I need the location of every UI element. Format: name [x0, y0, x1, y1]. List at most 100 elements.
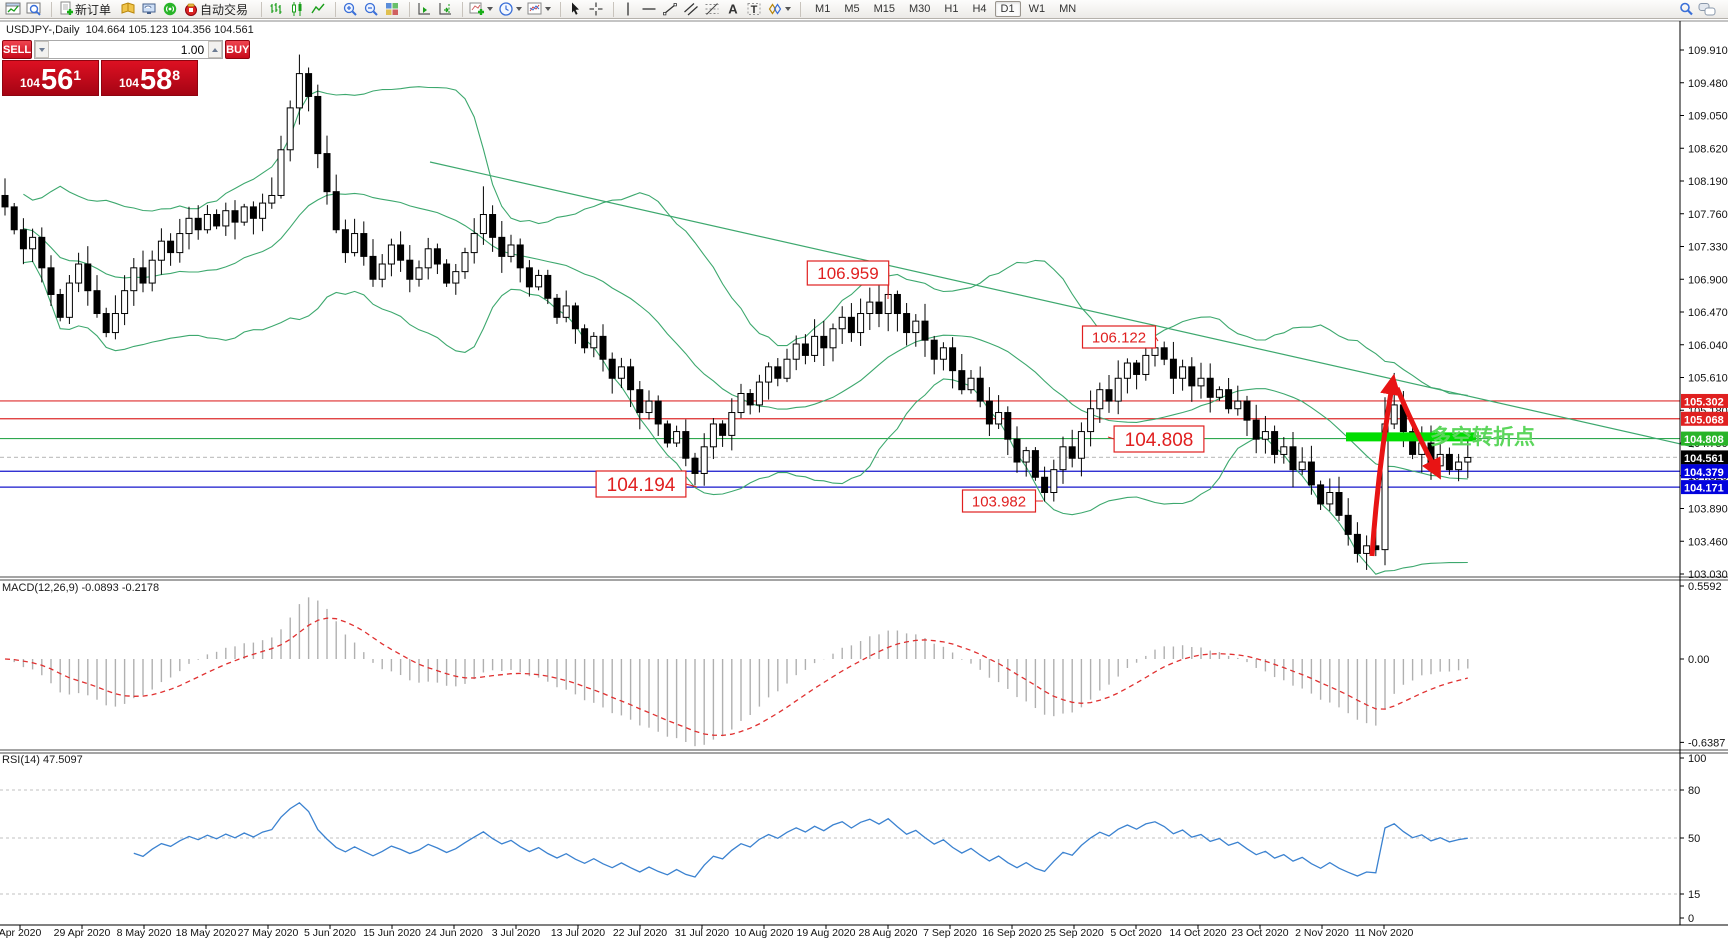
date-axis-label: 29 Apr 2020: [54, 927, 111, 938]
buy-price-point: 8: [172, 67, 181, 83]
macd-axis-label: -0.6387: [1688, 737, 1725, 749]
candle-body: [893, 293, 901, 315]
date-axis-label: 25 Sep 2020: [1044, 927, 1104, 938]
timeframe-button-M30[interactable]: M30: [909, 3, 931, 15]
descending-trendline[interactable]: [429, 161, 1695, 448]
chinese-note-text[interactable]: 多空转折点: [1430, 425, 1535, 449]
panel-splitter[interactable]: [0, 577, 1728, 580]
candle-body: [1160, 347, 1168, 360]
candle-body: [433, 248, 441, 265]
price-callout-box[interactable]: [595, 470, 687, 498]
fibonacci-tool-icon[interactable]: [702, 1, 722, 18]
volume-increase-button[interactable]: [208, 41, 223, 58]
zoom-in-icon[interactable]: [340, 1, 360, 18]
symbol-name: USDJPY-,Daily: [6, 24, 80, 36]
chart-window-icon[interactable]: [3, 1, 23, 18]
date-axis-label: 5 Oct 2020: [1110, 927, 1162, 938]
candle-chart-mode-icon[interactable]: [287, 1, 307, 18]
signal-icon[interactable]: [160, 1, 180, 18]
autotrade-button[interactable]: 自动交易: [181, 1, 254, 18]
sell-price-display[interactable]: 104 56 1: [2, 60, 99, 96]
candle-body: [295, 73, 303, 109]
callout-leader: [685, 483, 698, 488]
text-label-tool-icon[interactable]: T: [744, 1, 764, 18]
indicators-button[interactable]: [467, 1, 495, 18]
toolbar-separator: [795, 1, 802, 17]
buy-price-display[interactable]: 104 58 8: [101, 60, 198, 96]
candle-body: [1252, 419, 1260, 440]
toolbar-separator: [608, 1, 615, 17]
search-icon[interactable]: [1676, 1, 1696, 18]
candle-body: [1436, 453, 1444, 467]
toolbar-separator: [555, 1, 562, 17]
candle-body: [19, 229, 27, 250]
templates-button[interactable]: [525, 1, 553, 18]
red-down-arrow[interactable]: [1394, 387, 1441, 480]
auto-scroll-icon[interactable]: [414, 1, 434, 18]
buy-button[interactable]: BUY: [225, 40, 251, 59]
candle-body: [1409, 431, 1417, 455]
panel-splitter[interactable]: [0, 750, 1728, 753]
trendline-tool-icon[interactable]: [660, 1, 680, 18]
candle-body: [286, 107, 294, 151]
timeframe-button-M5[interactable]: M5: [844, 3, 860, 15]
candle-body: [939, 347, 947, 360]
horizontal-line-tool-icon[interactable]: [639, 1, 659, 18]
price-callout-text: 103.982: [972, 493, 1026, 510]
volume-input[interactable]: [49, 41, 209, 58]
price-axis-label: 109.480: [1688, 78, 1728, 90]
terminal-icon[interactable]: [139, 1, 159, 18]
candle-body: [562, 305, 570, 318]
volume-decrease-button[interactable]: [35, 41, 50, 58]
price-axis-label: 109.910: [1688, 45, 1728, 57]
timeframe-button-W1[interactable]: W1: [1028, 3, 1046, 15]
candle-body: [38, 236, 46, 269]
candle-body: [1363, 545, 1371, 554]
timeframe-button-MN[interactable]: MN: [1059, 3, 1077, 15]
bar-chart-mode-icon[interactable]: [266, 1, 286, 18]
candle-body: [1013, 438, 1021, 463]
new-order-button[interactable]: 新订单: [56, 1, 117, 18]
tile-windows-icon[interactable]: [382, 1, 402, 18]
price-callout-box[interactable]: [1081, 325, 1157, 349]
zoom-out-icon[interactable]: [361, 1, 381, 18]
candle-body: [1353, 533, 1361, 554]
shapes-tool-button[interactable]: [765, 1, 793, 18]
candle-body: [332, 191, 340, 231]
sell-button[interactable]: SELL: [2, 40, 33, 59]
timeframe-button-M1[interactable]: M1: [815, 3, 831, 15]
line-chart-mode-icon[interactable]: [308, 1, 328, 18]
timeframe-button-M15[interactable]: M15: [873, 3, 895, 15]
timeframe-button-H4[interactable]: H4: [972, 3, 987, 15]
channel-tool-icon[interactable]: [681, 1, 701, 18]
candle-body: [765, 366, 773, 383]
candle-body: [525, 267, 533, 288]
candle-body: [240, 206, 248, 223]
chart-shift-icon[interactable]: [435, 1, 455, 18]
candle-body: [1087, 408, 1095, 433]
candle-body: [590, 335, 598, 349]
history-center-icon[interactable]: [118, 1, 138, 18]
periods-button[interactable]: [496, 1, 524, 18]
price-callout-box[interactable]: [1113, 425, 1205, 453]
candle-body: [1, 194, 9, 208]
price-callout-box[interactable]: [806, 260, 890, 286]
cursor-icon[interactable]: [565, 1, 585, 18]
price-tag-text: 104.808: [1684, 434, 1724, 446]
price-callout-box[interactable]: [961, 489, 1037, 513]
candle-body: [1317, 484, 1325, 505]
red-up-arrow[interactable]: [1369, 373, 1401, 557]
data-window-icon[interactable]: [24, 1, 44, 18]
candle-body: [1390, 404, 1398, 425]
chart-annotations[interactable]: 多空转折点 106.959 106.122 104.808 104.194 103.982: [595, 260, 1535, 557]
candle-body: [921, 320, 929, 341]
timeframe-button-H1[interactable]: H1: [944, 3, 959, 15]
text-tool-icon[interactable]: A: [723, 1, 743, 18]
crosshair-icon[interactable]: [586, 1, 606, 18]
chat-icon[interactable]: [1697, 1, 1717, 18]
candle-body: [406, 259, 414, 280]
vertical-line-tool-icon[interactable]: [618, 1, 638, 18]
timeframe-button-D1[interactable]: D1: [994, 1, 1021, 17]
candle-body: [1445, 453, 1453, 471]
